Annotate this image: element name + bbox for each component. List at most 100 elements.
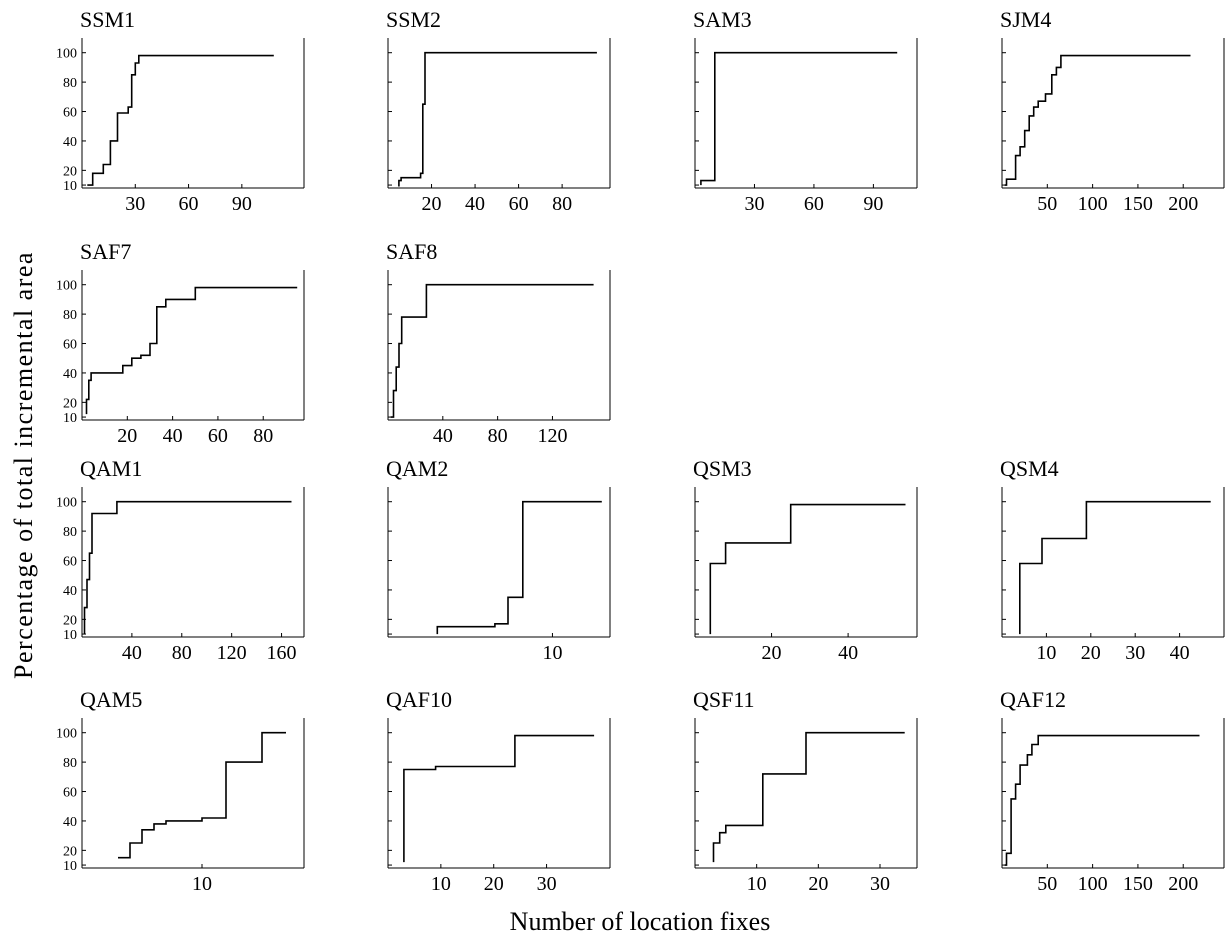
y-tick-label: 100: [56, 727, 77, 742]
y-tick-label: 60: [63, 786, 77, 801]
x-tick-label: 30: [537, 873, 557, 895]
y-axis-title: Percentage of total incremental area: [9, 251, 38, 679]
x-tick-label: 40: [1170, 642, 1190, 664]
series-line: [398, 51, 597, 187]
series-line: [436, 500, 602, 635]
y-tick-label: 10: [63, 179, 77, 194]
x-tick-label: 80: [172, 642, 192, 664]
panel-sam3: SAM3 30 60 90: [693, 7, 918, 215]
x-tick-label: 150: [1123, 193, 1153, 215]
series-line: [403, 734, 595, 863]
panel-saf8: SAF8 40 80 120: [386, 239, 611, 447]
series-line: [1018, 500, 1211, 635]
series-line: [390, 283, 594, 418]
y-tick-label: 100: [56, 496, 77, 511]
x-tick-label: 80: [488, 425, 508, 447]
x-tick-label: 120: [537, 425, 567, 447]
y-tick-label: 40: [63, 367, 77, 382]
x-tick-label: 20: [1081, 642, 1101, 664]
y-tick-label: 60: [63, 555, 77, 570]
x-tick-label: 80: [552, 193, 572, 215]
y-tick-label: 100: [56, 279, 77, 294]
x-tick-label: 90: [863, 193, 883, 215]
x-tick-label: 90: [232, 193, 252, 215]
y-tick-label: 20: [63, 396, 77, 411]
x-tick-label: 60: [179, 193, 199, 215]
panel-title: QAM5: [80, 687, 142, 712]
y-tick-label: 80: [63, 756, 77, 771]
y-tick-label: 80: [63, 308, 77, 323]
panel-title: QSF11: [693, 687, 755, 712]
series-line: [87, 54, 274, 186]
x-tick-label: 120: [217, 642, 247, 664]
y-tick-label: 80: [63, 525, 77, 540]
panel-ssm2: SSM2 20 40 60 80: [386, 7, 611, 215]
x-tick-label: 40: [122, 642, 142, 664]
x-tick-label: 100: [1078, 193, 1108, 215]
panel-qaf10: QAF10 10 20 30: [386, 687, 611, 895]
x-tick-label: 20: [808, 873, 828, 895]
x-tick-label: 60: [804, 193, 824, 215]
y-tick-label: 100: [56, 47, 77, 62]
x-tick-label: 40: [163, 425, 183, 447]
y-tick-label: 20: [63, 613, 77, 628]
x-tick-label: 30: [870, 873, 890, 895]
panel-title: QAF10: [386, 687, 452, 712]
y-tick-label: 40: [63, 135, 77, 150]
series-line: [83, 500, 292, 635]
panel-qsm3: QSM3 20 40: [693, 456, 918, 664]
x-tick-label: 10: [431, 873, 451, 895]
y-tick-label: 60: [63, 338, 77, 353]
y-tick-label: 20: [63, 164, 77, 179]
x-tick-label: 20: [422, 193, 442, 215]
x-tick-label: 10: [747, 873, 767, 895]
x-tick-label: 200: [1168, 873, 1198, 895]
x-tick-label: 150: [1123, 873, 1153, 895]
x-axis-title: Number of location fixes: [510, 907, 771, 936]
panel-title: SAM3: [693, 7, 752, 32]
y-tick-label: 10: [63, 411, 77, 426]
x-tick-label: 60: [208, 425, 228, 447]
panel-sjm4: SJM4 50 100 150 200: [1000, 7, 1225, 215]
panel-title: QSM4: [1000, 456, 1059, 481]
y-tick-label: 40: [63, 584, 77, 599]
x-tick-label: 30: [125, 193, 145, 215]
panel-qsm4: QSM4 10 20 30 40: [1000, 456, 1225, 664]
panel-qam2: QAM2 10: [386, 456, 611, 664]
x-tick-label: 100: [1078, 873, 1108, 895]
x-tick-label: 80: [253, 425, 273, 447]
x-tick-label: 10: [542, 642, 562, 664]
y-tick-label: 60: [63, 106, 77, 121]
x-tick-label: 30: [744, 193, 764, 215]
y-tick-label: 10: [63, 859, 77, 874]
panel-title: SJM4: [1000, 7, 1051, 32]
x-tick-label: 20: [762, 642, 782, 664]
x-tick-label: 30: [1125, 642, 1145, 664]
y-tick-label: 10: [63, 628, 77, 643]
panel-title: QSM3: [693, 456, 752, 481]
x-tick-label: 50: [1037, 873, 1057, 895]
x-tick-label: 60: [509, 193, 529, 215]
panel-title: SAF7: [80, 239, 131, 264]
series-line: [1004, 54, 1191, 186]
series-line: [1004, 734, 1200, 866]
x-tick-label: 20: [117, 425, 137, 447]
x-tick-label: 10: [192, 873, 212, 895]
series-line: [85, 286, 298, 415]
x-tick-label: 50: [1037, 193, 1057, 215]
panel-qsf11: QSF11 10 20 30: [693, 687, 918, 895]
series-line: [118, 731, 286, 859]
x-tick-label: 160: [267, 642, 297, 664]
x-tick-label: 10: [1036, 642, 1056, 664]
panel-title: SSM2: [386, 7, 441, 32]
x-tick-label: 200: [1168, 193, 1198, 215]
y-tick-label: 80: [63, 76, 77, 91]
x-tick-label: 40: [838, 642, 858, 664]
y-tick-label: 20: [63, 844, 77, 859]
